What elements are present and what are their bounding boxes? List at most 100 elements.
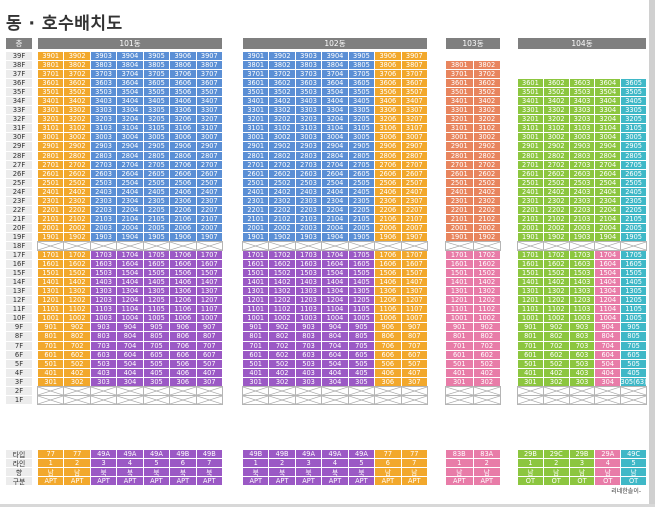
unit-cell[interactable]: 2202 [269,205,295,214]
unit-cell[interactable]: 3202 [543,115,569,124]
unit-cell[interactable]: 2902 [64,142,90,151]
unit-cell[interactable]: 2202 [64,205,90,214]
unit-cell[interactable]: 3602 [269,79,295,88]
unit-cell[interactable]: 1705 [348,251,375,260]
unit-cell[interactable]: 2001 [38,223,64,232]
unit-cell[interactable]: 3702 [269,70,295,79]
unit-cell[interactable]: 2805 [143,151,170,160]
unit-cell[interactable]: 2807 [196,151,222,160]
unit-cell[interactable]: 3503 [90,88,117,97]
unit-cell[interactable]: 1404 [322,278,348,287]
unit-cell[interactable]: 1607 [196,260,222,269]
unit-cell[interactable]: 1202 [64,296,90,305]
unit-cell[interactable]: 3206 [375,115,401,124]
unit-cell[interactable]: 1206 [375,296,401,305]
unit-cell[interactable]: 2902 [269,142,295,151]
unit-cell[interactable]: 3001 [243,133,269,142]
unit-cell[interactable]: 2105 [348,214,375,223]
unit-cell[interactable]: 1506 [375,269,401,278]
unit-cell[interactable]: 1407 [196,278,222,287]
unit-cell[interactable]: 2701 [518,160,543,169]
unit-cell[interactable]: 704 [595,341,621,350]
unit-cell[interactable]: 3206 [170,115,196,124]
unit-cell[interactable]: 3603 [90,79,117,88]
unit-cell[interactable]: 2003 [90,223,117,232]
unit-cell[interactable]: 803 [295,332,322,341]
unit-cell[interactable]: 2802 [64,151,90,160]
unit-cell[interactable]: 1205 [143,296,170,305]
unit-cell[interactable]: 305 [143,377,170,386]
unit-cell[interactable]: 1605 [621,260,646,269]
unit-cell[interactable]: 303 [569,377,595,386]
unit-cell[interactable]: 1901 [243,232,269,241]
unit-cell[interactable]: 1402 [543,278,569,287]
unit-cell[interactable]: 1404 [117,278,143,287]
unit-cell[interactable]: 2402 [269,187,295,196]
unit-cell[interactable]: 1301 [446,287,473,296]
unit-cell[interactable]: 3803 [90,61,117,70]
unit-cell[interactable]: 2101 [38,214,64,223]
unit-cell[interactable]: 1101 [243,305,269,314]
unit-cell[interactable]: 3305 [621,106,646,115]
unit-cell[interactable]: 2706 [170,160,196,169]
unit-cell[interactable]: 705 [621,341,646,350]
unit-cell[interactable]: 2302 [269,196,295,205]
unit-cell[interactable]: 2102 [473,214,500,223]
unit-cell[interactable]: 1302 [473,287,500,296]
unit-cell[interactable]: 1701 [446,251,473,260]
unit-cell[interactable]: 2702 [473,160,500,169]
unit-cell[interactable]: 3107 [196,124,222,133]
unit-cell[interactable]: 2807 [401,151,427,160]
unit-cell[interactable]: 3502 [473,88,500,97]
unit-cell[interactable]: 1506 [170,269,196,278]
unit-cell[interactable]: 3203 [569,115,595,124]
unit-cell[interactable]: 3002 [543,133,569,142]
unit-cell[interactable]: 1902 [64,232,90,241]
unit-cell[interactable]: 3404 [117,97,143,106]
unit-cell[interactable]: 406 [170,368,196,377]
unit-cell[interactable]: 706 [170,341,196,350]
unit-cell[interactable]: 904 [595,323,621,332]
unit-cell[interactable]: 601 [38,350,64,359]
unit-cell[interactable]: 1101 [446,305,473,314]
unit-cell[interactable]: 2205 [348,205,375,214]
unit-cell[interactable]: 3001 [518,133,543,142]
unit-cell[interactable]: 2805 [348,151,375,160]
unit-cell[interactable]: 2806 [170,151,196,160]
unit-cell[interactable]: 701 [38,341,64,350]
unit-cell[interactable]: 901 [243,323,269,332]
unit-cell[interactable]: 1602 [269,260,295,269]
unit-cell[interactable]: 3101 [38,124,64,133]
unit-cell[interactable]: 3807 [196,61,222,70]
unit-cell[interactable]: 507 [196,359,222,368]
unit-cell[interactable]: 3501 [446,88,473,97]
unit-cell[interactable]: 2603 [90,169,117,178]
unit-cell[interactable]: 405 [348,368,375,377]
unit-cell[interactable]: 905 [621,323,646,332]
unit-cell[interactable]: 504 [117,359,143,368]
unit-cell[interactable]: 807 [401,332,427,341]
unit-cell[interactable]: 2805 [621,151,646,160]
unit-cell[interactable]: 2104 [322,214,348,223]
unit-cell[interactable]: 303 [295,377,322,386]
unit-cell[interactable]: 3201 [38,115,64,124]
unit-cell[interactable]: 3304 [322,106,348,115]
unit-cell[interactable]: 1107 [196,305,222,314]
unit-cell[interactable]: 305(63) [621,377,646,386]
unit-cell[interactable]: 3207 [196,115,222,124]
unit-cell[interactable]: 2102 [64,214,90,223]
unit-cell[interactable]: 1006 [170,314,196,323]
unit-cell[interactable]: 905 [143,323,170,332]
unit-cell[interactable]: 1303 [569,287,595,296]
unit-cell[interactable]: 1703 [90,251,117,260]
unit-cell[interactable]: 2603 [569,169,595,178]
unit-cell[interactable]: 1907 [401,232,427,241]
unit-cell[interactable]: 1201 [38,296,64,305]
unit-cell[interactable]: 2502 [64,178,90,187]
unit-cell[interactable]: 1203 [295,296,322,305]
unit-cell[interactable]: 2904 [322,142,348,151]
unit-cell[interactable]: 407 [401,368,427,377]
unit-cell[interactable]: 1105 [143,305,170,314]
unit-cell[interactable]: 3405 [143,97,170,106]
unit-cell[interactable]: 2601 [243,169,269,178]
